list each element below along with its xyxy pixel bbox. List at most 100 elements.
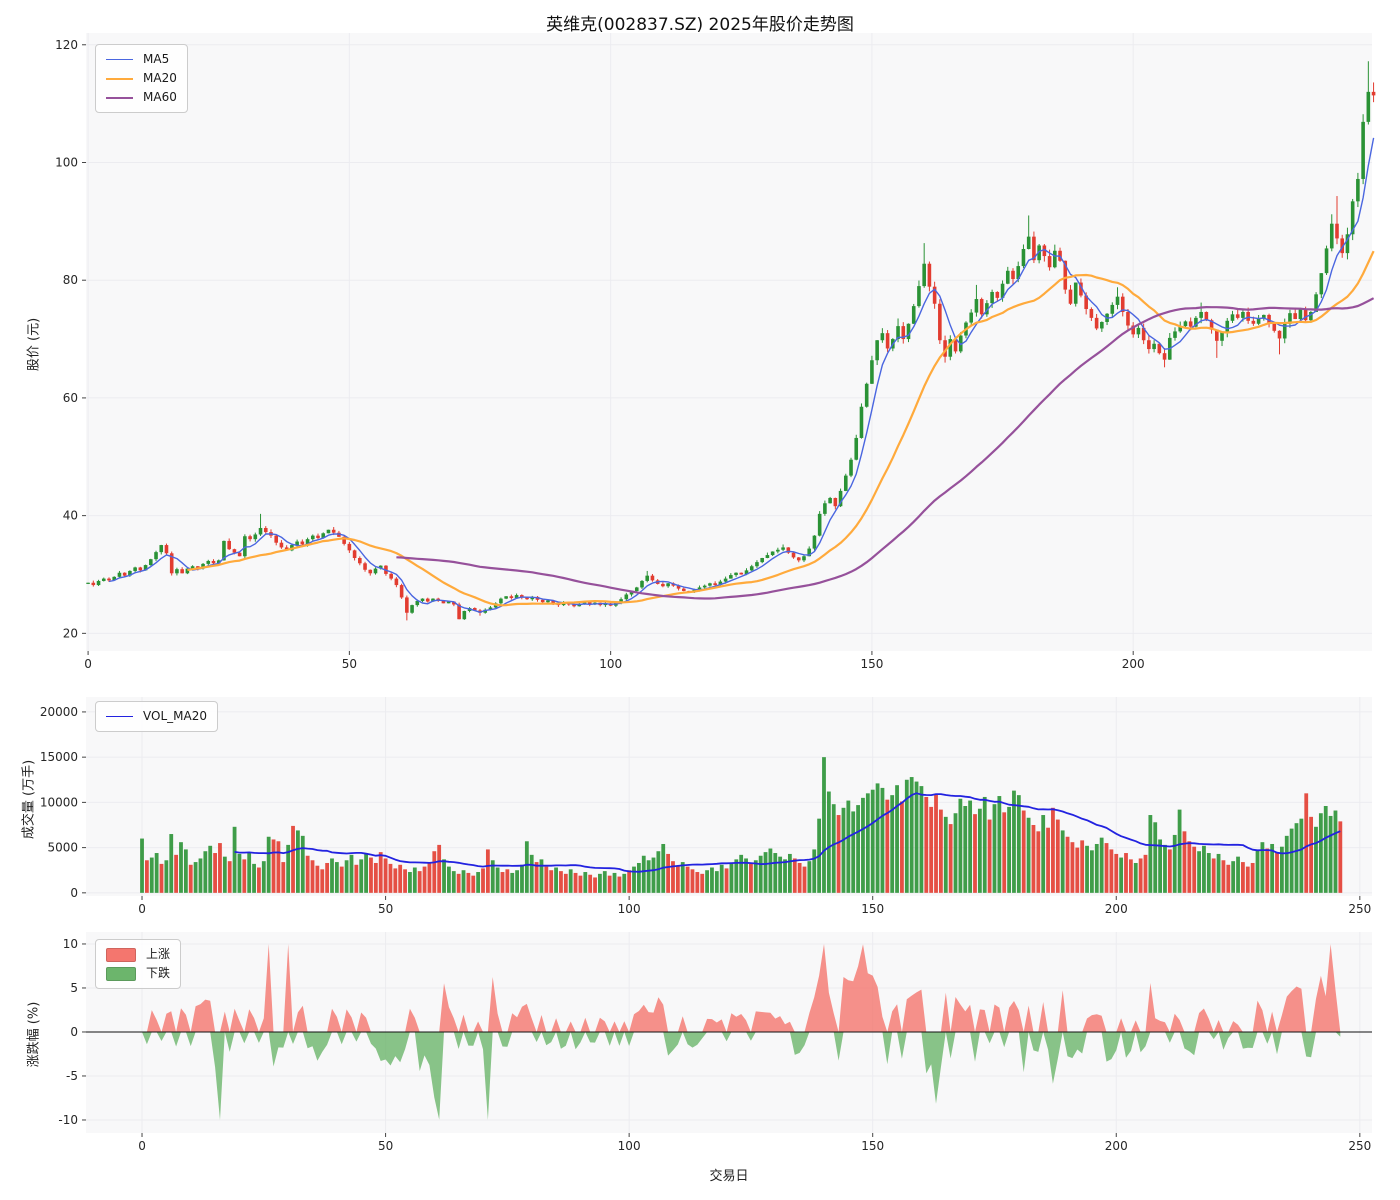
volume-bar	[958, 798, 963, 893]
volume-bar	[1167, 849, 1172, 893]
volume-bar	[237, 853, 242, 893]
volume-bar	[388, 863, 393, 893]
volume-bar	[1046, 827, 1050, 893]
volume-bar	[1026, 817, 1031, 893]
candle-body	[1314, 294, 1318, 312]
candle-body	[619, 599, 623, 603]
volume-bar	[851, 811, 856, 893]
volume-bar	[632, 866, 636, 893]
volume-bar	[447, 866, 451, 893]
candle-body	[1324, 248, 1329, 274]
candle-body	[295, 541, 299, 546]
volume-bar	[627, 870, 632, 893]
volume-bar	[734, 859, 739, 893]
candle-body	[305, 539, 310, 545]
candle-body	[154, 552, 158, 560]
volume-bar	[719, 864, 724, 893]
candle-body	[122, 572, 127, 576]
volume-bar	[208, 845, 213, 893]
candle-body	[744, 570, 749, 575]
volume-bar	[602, 871, 607, 893]
candle-body	[948, 339, 953, 357]
candle-body	[1042, 245, 1047, 257]
volume-bar	[1109, 849, 1114, 893]
legend-item-MA20[interactable]: MA20	[106, 69, 177, 88]
volume-bar	[1016, 795, 1021, 893]
candle-body	[917, 286, 921, 307]
candle-body	[258, 527, 263, 535]
candle-body	[911, 306, 916, 324]
x-tick-label: 0	[84, 657, 92, 671]
volume-legend[interactable]: VOL_MA20	[95, 701, 218, 732]
legend-item-上涨[interactable]: 上涨	[106, 945, 170, 964]
volume-bar	[1236, 856, 1240, 893]
candle-body	[1100, 321, 1104, 329]
candle-body	[1047, 256, 1052, 268]
candle-body	[718, 581, 723, 586]
candle-body	[1251, 320, 1256, 324]
candle-body	[1120, 296, 1125, 312]
volume-bar	[622, 873, 627, 893]
price-y-axis-label: 股价 (元)	[26, 317, 42, 372]
candle-body	[143, 565, 148, 571]
volume-bar	[763, 852, 768, 893]
volume-bar	[378, 852, 383, 893]
candle-body	[551, 600, 555, 604]
candle-body	[185, 568, 190, 574]
candle-body	[378, 565, 383, 569]
candle-body	[1340, 238, 1345, 254]
pct-legend[interactable]: 上涨 下跌	[95, 939, 182, 989]
volume-bar	[1163, 844, 1167, 893]
candle-body	[1288, 313, 1292, 324]
candle-body	[514, 595, 519, 599]
x-tick-label: 50	[378, 1139, 393, 1153]
volume-bar	[914, 781, 919, 893]
volume-bar	[490, 860, 495, 893]
candle-body	[546, 600, 550, 603]
candle-body	[1293, 313, 1297, 320]
volume-bar	[568, 869, 573, 893]
candle-body	[1131, 325, 1135, 335]
volume-bar	[588, 874, 593, 893]
volume-bar	[973, 814, 977, 893]
candle-body	[1084, 295, 1088, 310]
candle-body	[1152, 343, 1156, 350]
volume-bar	[1216, 853, 1221, 893]
volume-bar	[291, 825, 295, 893]
volume-bar	[982, 796, 987, 893]
volume-bar	[534, 862, 539, 893]
candle-body	[661, 583, 665, 587]
volume-bar	[1124, 853, 1128, 893]
price-legend[interactable]: MA5 MA20 MA60	[95, 44, 188, 113]
volume-bar	[904, 779, 909, 893]
candle-body	[1345, 234, 1350, 254]
candle-body	[1371, 91, 1376, 96]
volume-bar	[836, 815, 841, 893]
volume-bar	[364, 853, 368, 893]
candle-body	[1225, 320, 1230, 332]
y-tick-label: 0	[70, 1025, 78, 1039]
candle-body	[180, 569, 184, 574]
volume-bar	[1333, 810, 1338, 893]
volume-bar	[865, 793, 870, 893]
candle-body	[1267, 314, 1271, 324]
volume-bar	[1133, 862, 1138, 893]
candle-body	[985, 303, 989, 315]
volume-bar	[383, 858, 388, 893]
candle-body	[812, 535, 817, 549]
legend-item-MA5[interactable]: MA5	[106, 50, 177, 69]
legend-item-VOL_MA20[interactable]: VOL_MA20	[106, 707, 207, 726]
candle-body	[164, 545, 169, 554]
candle-body	[776, 549, 780, 552]
candle-body	[974, 299, 979, 313]
volume-bar	[773, 853, 778, 893]
legend-label: MA5	[143, 52, 170, 66]
volume-bar	[442, 859, 446, 893]
legend-item-MA60[interactable]: MA60	[106, 88, 177, 107]
legend-item-下跌[interactable]: 下跌	[106, 964, 170, 983]
candle-body	[932, 286, 937, 304]
volume-bar	[1275, 852, 1279, 893]
candle-body	[279, 542, 284, 548]
candle-body	[441, 600, 446, 604]
volume-bar	[695, 872, 700, 893]
